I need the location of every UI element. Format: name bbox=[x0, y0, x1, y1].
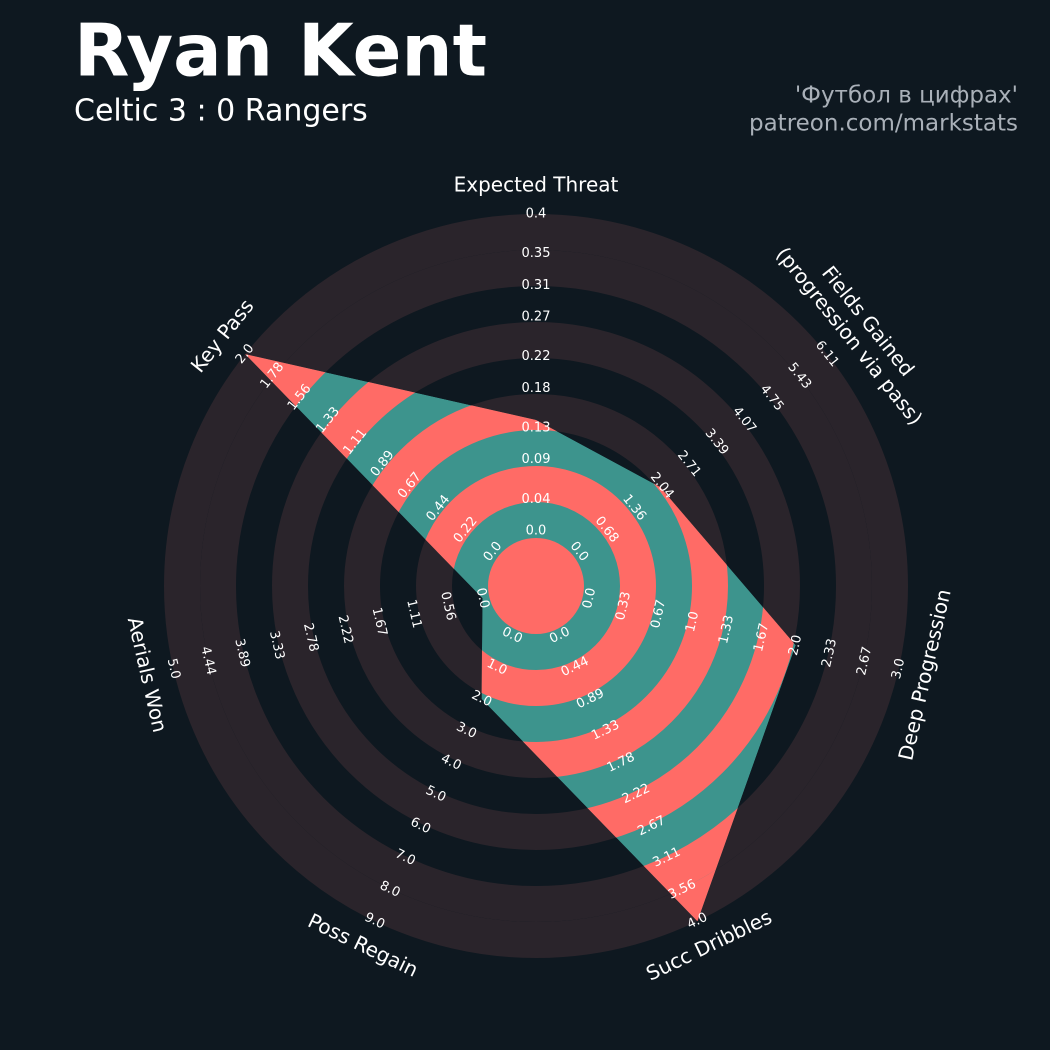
tick-label: 0.22 bbox=[522, 349, 551, 364]
tick-label: 2.33 bbox=[819, 637, 840, 669]
tick-label: 0.0 bbox=[473, 586, 492, 610]
tick-label: 3.33 bbox=[266, 629, 287, 661]
tick-label: 2.67 bbox=[854, 645, 875, 677]
tick-label: 0.13 bbox=[522, 420, 551, 435]
axis-label: Expected Threat bbox=[454, 173, 619, 197]
chart-title: Ryan Kent bbox=[74, 9, 487, 93]
ring bbox=[272, 322, 800, 850]
tick-label: 2.22 bbox=[335, 614, 356, 646]
tick-label: 3.89 bbox=[231, 637, 252, 669]
tick-label: 2.78 bbox=[300, 622, 321, 654]
tick-label: 3.0 bbox=[889, 657, 908, 681]
tick-label: 0.0 bbox=[580, 586, 599, 610]
tick-label: 0.4 bbox=[526, 207, 547, 222]
tick-label: 1.0 bbox=[683, 610, 702, 634]
tick-label: 0.33 bbox=[613, 590, 634, 622]
tick-label: 0.27 bbox=[522, 310, 551, 325]
tick-label: 0.18 bbox=[522, 381, 551, 396]
tick-label: 0.35 bbox=[522, 246, 551, 261]
tick-label: 2.0 bbox=[786, 634, 805, 658]
tick-label: 5.0 bbox=[164, 657, 183, 681]
tick-label: 0.56 bbox=[437, 590, 458, 622]
tick-label: 1.11 bbox=[403, 598, 424, 630]
ring bbox=[164, 214, 908, 958]
tick-label: 0.09 bbox=[522, 452, 551, 467]
tick-label: 1.33 bbox=[716, 614, 737, 646]
tick-label: 0.31 bbox=[522, 278, 551, 293]
credit: patreon.com/markstats bbox=[749, 111, 1018, 137]
tick-label: 1.67 bbox=[751, 622, 772, 654]
credit: 'Футбол в цифрах' bbox=[795, 83, 1018, 109]
inner-circle bbox=[488, 538, 584, 634]
tick-label: 0.0 bbox=[526, 524, 547, 539]
chart-subtitle: Celtic 3 : 0 Rangers bbox=[74, 94, 368, 129]
tick-label: 0.04 bbox=[522, 492, 551, 507]
tick-label: 4.44 bbox=[197, 645, 218, 677]
tick-label: 0.67 bbox=[648, 598, 669, 630]
ring bbox=[200, 250, 872, 922]
tick-label: 1.67 bbox=[369, 606, 390, 638]
